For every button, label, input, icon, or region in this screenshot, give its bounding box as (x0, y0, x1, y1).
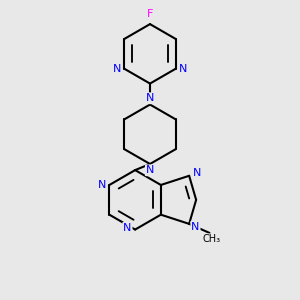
Text: N: N (179, 64, 188, 74)
Text: N: N (123, 223, 132, 233)
Text: N: N (112, 64, 121, 74)
Text: N: N (146, 93, 154, 103)
Text: F: F (147, 9, 153, 19)
Text: N: N (193, 168, 201, 178)
Text: N: N (146, 165, 154, 175)
Text: N: N (191, 222, 200, 232)
Text: N: N (98, 180, 106, 190)
Text: CH₃: CH₃ (202, 234, 220, 244)
